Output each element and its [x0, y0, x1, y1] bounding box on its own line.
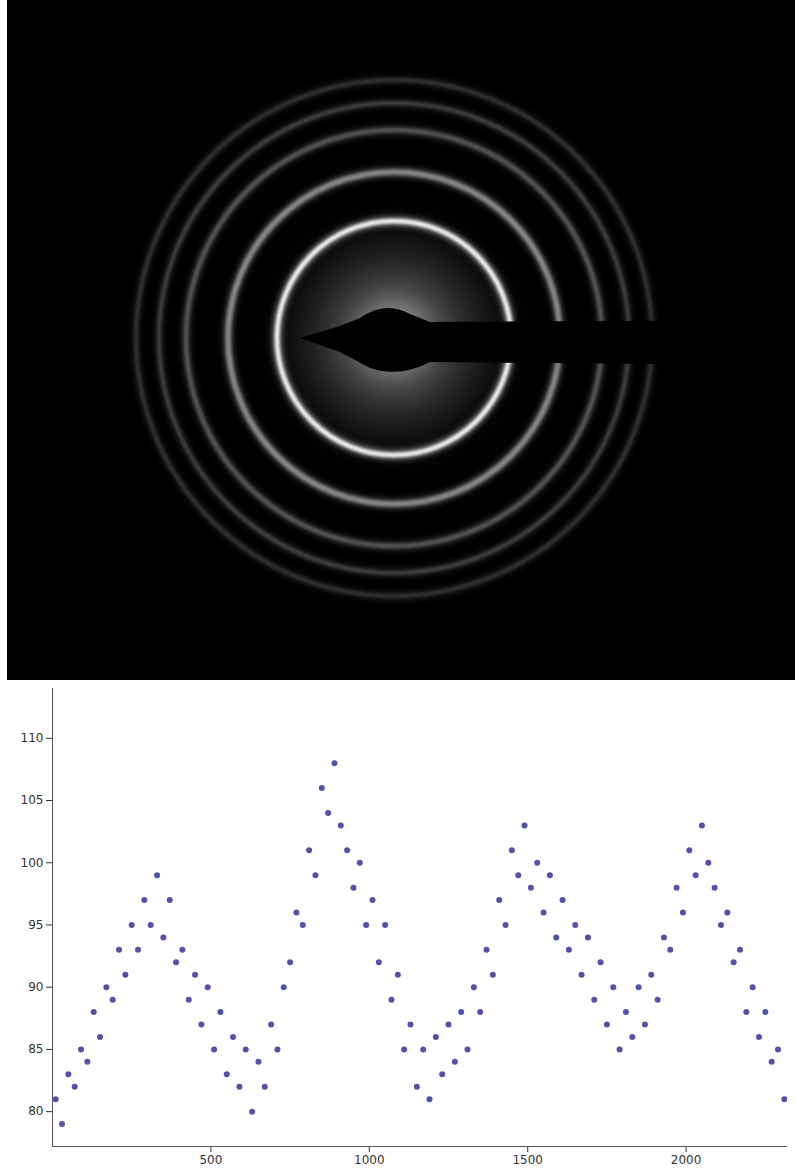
svg-text:95: 95: [28, 918, 43, 932]
svg-text:110: 110: [21, 731, 44, 745]
svg-text:80: 80: [28, 1104, 43, 1118]
svg-text:1500: 1500: [512, 1153, 543, 1167]
svg-text:90: 90: [28, 980, 43, 994]
svg-text:2000: 2000: [671, 1153, 702, 1167]
svg-text:100: 100: [21, 856, 44, 870]
svg-text:500: 500: [199, 1153, 222, 1167]
svg-text:1000: 1000: [354, 1153, 385, 1167]
svg-text:85: 85: [28, 1042, 43, 1056]
svg-text:105: 105: [21, 793, 44, 807]
